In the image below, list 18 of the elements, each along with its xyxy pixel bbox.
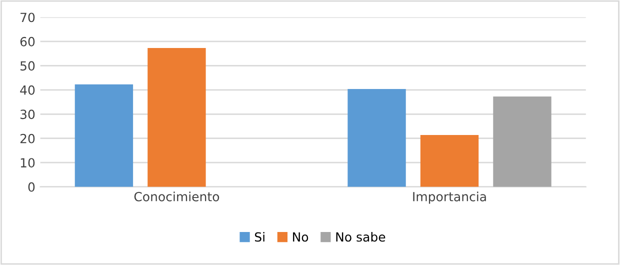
legend-label: No sabe bbox=[336, 232, 386, 242]
bar bbox=[493, 96, 552, 187]
y-tick-label: 20 bbox=[20, 134, 35, 144]
bar bbox=[74, 84, 134, 187]
y-tick-label: 10 bbox=[20, 158, 35, 168]
bar bbox=[420, 134, 479, 187]
y-tick-label: 0 bbox=[28, 182, 35, 192]
legend-label: Si bbox=[254, 232, 264, 242]
bar bbox=[348, 88, 406, 187]
y-tick-label: 70 bbox=[20, 12, 35, 22]
y-tick-label: 30 bbox=[20, 110, 35, 120]
y-tick-label: 50 bbox=[20, 61, 35, 71]
x-tick-label: Conocimiento bbox=[134, 192, 220, 202]
x-tick-label: Importancia bbox=[413, 192, 486, 204]
y-tick-label: 40 bbox=[20, 85, 35, 95]
y-tick-label: 60 bbox=[20, 36, 35, 46]
bar bbox=[148, 48, 206, 187]
legend-label: No bbox=[293, 232, 308, 242]
